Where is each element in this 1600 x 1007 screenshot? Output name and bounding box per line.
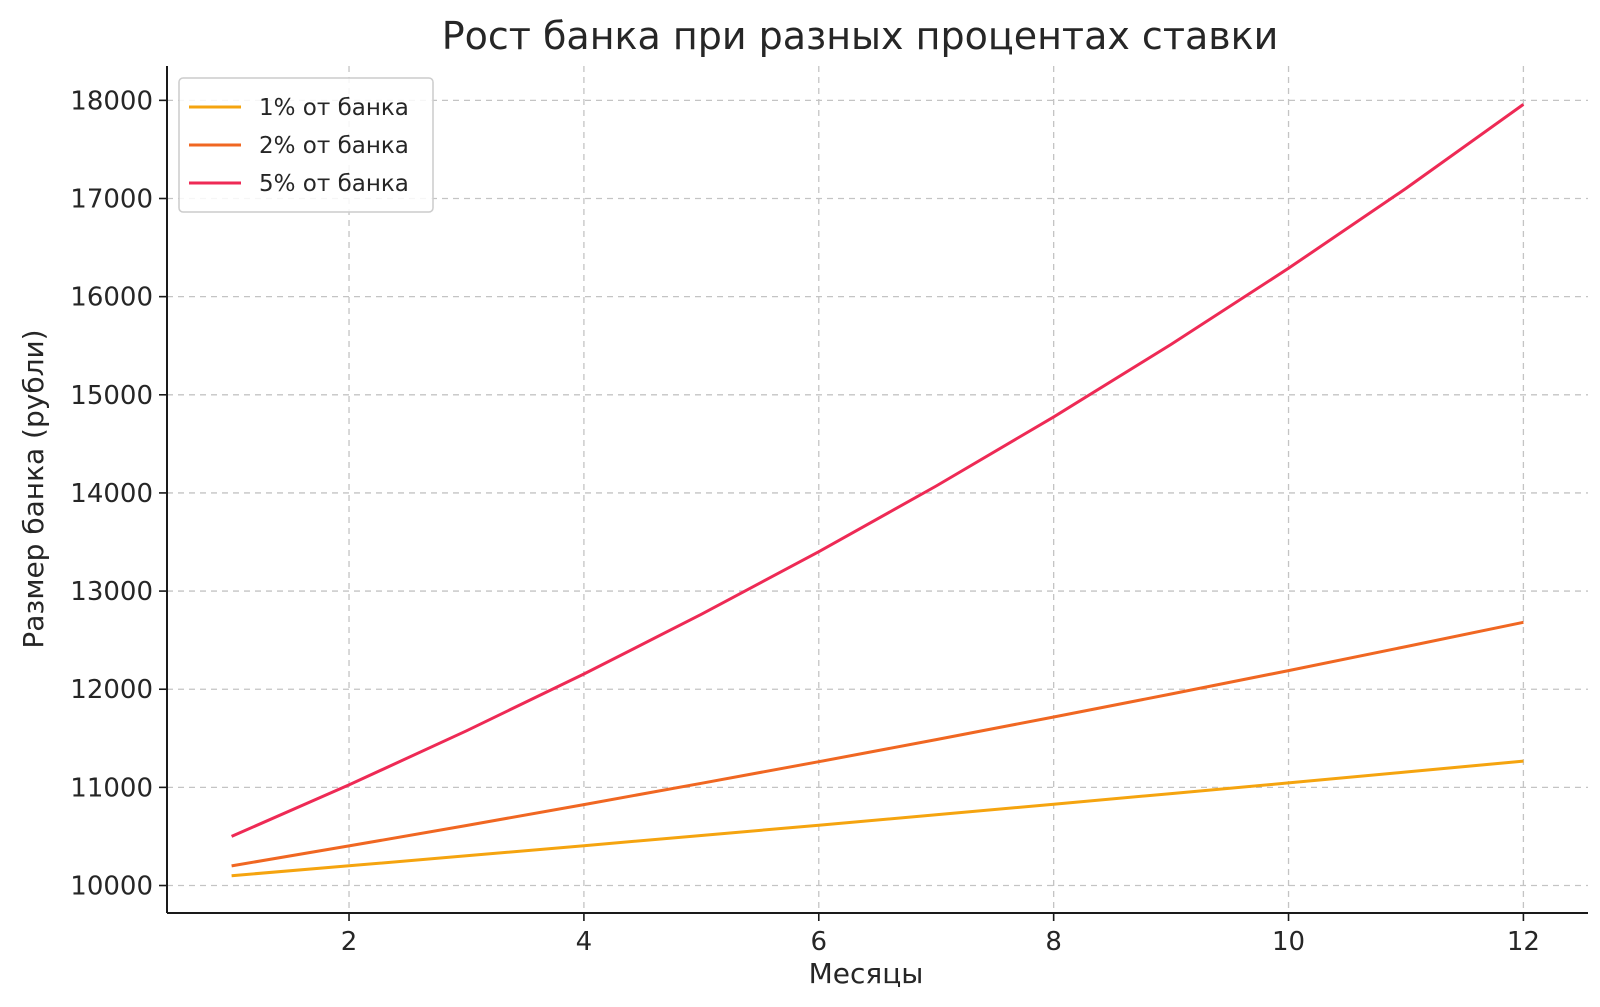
y-tick-label: 13000 [70, 577, 153, 607]
y-tick-label: 18000 [70, 86, 153, 116]
y-tick-label: 12000 [70, 675, 153, 705]
x-tick-label: 6 [811, 927, 828, 957]
y-tick-label: 10000 [70, 872, 153, 902]
y-axis-ticks: 10000 11000 12000 13000 14000 15000 16000 17000… [70, 86, 167, 902]
axes [166, 66, 1588, 914]
series-line-2 [231, 620, 1524, 868]
x-axis-ticks: 2 4 6 8 10 12 [341, 913, 1540, 957]
chart-title: Рост банка при разных процентах ставки [442, 14, 1279, 58]
legend-item: 5% от банка [189, 171, 409, 197]
x-tick-label: 2 [341, 927, 358, 957]
legend-label: 5% от банка [259, 171, 409, 197]
y-tick-label: 17000 [70, 184, 153, 214]
x-tick-label: 4 [576, 927, 593, 957]
legend: 1% от банка 2% от банка 5% от банка [178, 77, 434, 213]
series-lines [230, 103, 1525, 878]
y-tick-label: 16000 [70, 283, 153, 313]
legend-item: 1% от банка [189, 95, 409, 121]
x-axis-label: Месяцы [809, 957, 924, 990]
series-line-3 [230, 103, 1525, 838]
y-axis-label: Размер банка (рубли) [17, 329, 50, 648]
y-tick-label: 14000 [70, 479, 153, 509]
x-tick-label: 8 [1045, 927, 1062, 957]
legend-item: 2% от банка [189, 133, 409, 159]
y-tick-label: 11000 [70, 773, 153, 803]
series-line-1 [231, 759, 1524, 878]
x-tick-label: 12 [1507, 927, 1540, 957]
legend-frame [178, 77, 434, 213]
x-tick-label: 10 [1272, 927, 1305, 957]
y-tick-label: 15000 [70, 381, 153, 411]
legend-label: 2% от банка [259, 133, 409, 159]
legend-label: 1% от банка [259, 95, 409, 121]
